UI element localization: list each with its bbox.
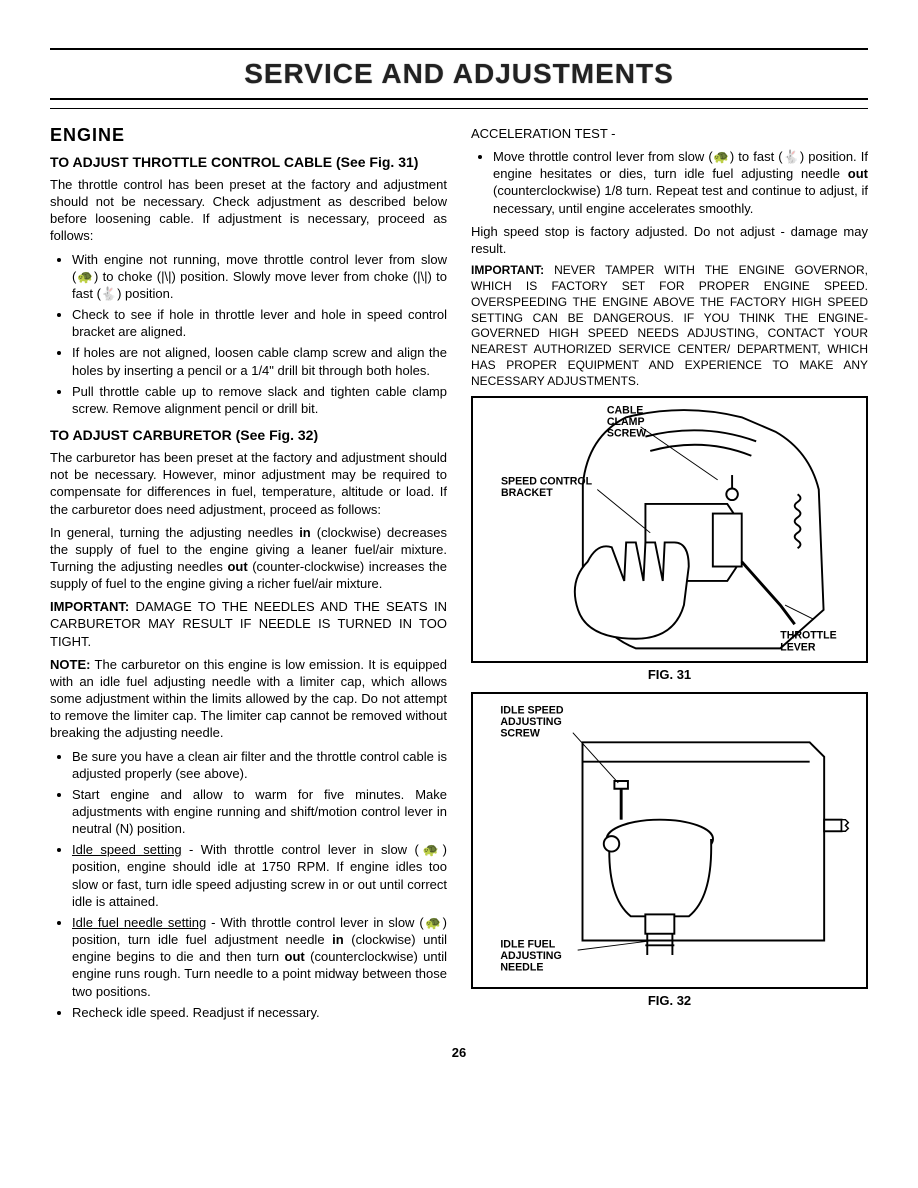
fig31-label-clamp: CLAMP	[607, 416, 645, 428]
txt-under: Idle fuel needle setting	[72, 915, 206, 930]
figure-32-svg: IDLE SPEED ADJUSTING SCREW IDLE FUEL ADJ…	[473, 694, 866, 984]
carb-step-4: Idle fuel needle setting - With throttle…	[72, 914, 447, 1000]
txt-bold: in	[299, 525, 311, 540]
fig32-label-idle2: ADJUSTING	[500, 716, 561, 728]
figure-31-svg: CABLE CLAMP SCREW SPEED CONTROL BRACKET …	[473, 398, 866, 658]
list-carb: Be sure you have a clean air filter and …	[50, 748, 447, 1021]
txt: NEVER TAMPER WITH THE ENGINE GOVERNOR, W…	[471, 263, 868, 388]
label-important: IMPORTANT:	[50, 599, 129, 614]
fig32-label-idle3: SCREW	[500, 727, 541, 739]
rule-mid-2	[50, 108, 868, 109]
figure-31: CABLE CLAMP SCREW SPEED CONTROL BRACKET …	[471, 396, 868, 663]
fig32-label-fuel2: ADJUSTING	[500, 950, 561, 962]
fig31-label-throttle1: THROTTLE	[780, 629, 836, 641]
heading-engine: ENGINE	[50, 125, 447, 146]
heading-accel: ACCELERATION TEST -	[471, 125, 868, 142]
para-carb-2: In general, turning the adjusting needle…	[50, 524, 447, 593]
list-throttle: With engine not running, move throttle c…	[50, 251, 447, 417]
carb-step-3: Idle speed setting - With throttle contr…	[72, 841, 447, 910]
txt: The carburetor on this engine is low emi…	[50, 657, 447, 741]
para-carb-1: The carburetor has been preset at the fa…	[50, 449, 447, 518]
txt: (counterclockwise) 1/8 turn. Repeat test…	[493, 183, 868, 215]
fig31-label-throttle2: LEVER	[780, 641, 816, 653]
txt-bold: out	[227, 559, 247, 574]
heading-carburetor: TO ADJUST CARBURETOR (See Fig. 32)	[50, 427, 447, 443]
para-highspeed: High speed stop is factory adjusted. Do …	[471, 223, 868, 257]
para-throttle-intro: The throttle control has been preset at …	[50, 176, 447, 245]
label-important: IMPORTANT:	[471, 263, 544, 277]
carb-step-1: Be sure you have a clean air filter and …	[72, 748, 447, 782]
column-right: ACCELERATION TEST - Move throttle contro…	[471, 121, 868, 1027]
throttle-step-3: If holes are not aligned, loosen cable c…	[72, 344, 447, 378]
rule-mid-1	[50, 98, 868, 100]
columns: ENGINE TO ADJUST THROTTLE CONTROL CABLE …	[50, 121, 868, 1027]
fig31-label-cable: CABLE	[607, 404, 643, 416]
throttle-step-2: Check to see if hole in throttle lever a…	[72, 306, 447, 340]
para-governor: IMPORTANT: NEVER TAMPER WITH THE ENGINE …	[471, 263, 868, 390]
para-note: NOTE: The carburetor on this engine is l…	[50, 656, 447, 742]
heading-throttle: TO ADJUST THROTTLE CONTROL CABLE (See Fi…	[50, 154, 447, 170]
txt-bold: out	[285, 949, 305, 964]
fig31-label-speed: SPEED CONTROL	[501, 475, 593, 487]
fig32-label-fuel1: IDLE FUEL	[500, 938, 555, 950]
carb-step-2: Start engine and allow to warm for five …	[72, 786, 447, 837]
rule-top	[50, 48, 868, 50]
fig32-label-fuel3: NEEDLE	[500, 961, 543, 973]
figure-31-caption: FIG. 31	[471, 667, 868, 682]
throttle-step-1: With engine not running, move throttle c…	[72, 251, 447, 302]
throttle-step-4: Pull throttle cable up to remove slack a…	[72, 383, 447, 417]
accel-step-1: Move throttle control lever from slow (🐢…	[493, 148, 868, 217]
column-left: ENGINE TO ADJUST THROTTLE CONTROL CABLE …	[50, 121, 447, 1027]
page-title: SERVICE AND ADJUSTMENTS	[50, 58, 868, 90]
para-important: IMPORTANT: DAMAGE TO THE NEEDLES AND THE…	[50, 598, 447, 649]
page-number: 26	[50, 1045, 868, 1060]
fig32-label-idle1: IDLE SPEED	[500, 704, 564, 716]
txt-under: Idle speed setting	[72, 842, 182, 857]
figure-32: IDLE SPEED ADJUSTING SCREW IDLE FUEL ADJ…	[471, 692, 868, 989]
label-note: NOTE:	[50, 657, 90, 672]
txt: Move throttle control lever from slow (🐢…	[493, 149, 868, 181]
txt-bold: in	[332, 932, 344, 947]
fig31-label-screw: SCREW	[607, 427, 646, 439]
txt: In general, turning the adjusting needle…	[50, 525, 299, 540]
list-accel: Move throttle control lever from slow (🐢…	[471, 148, 868, 217]
txt-bold: out	[848, 166, 868, 181]
carb-step-5: Recheck idle speed. Readjust if necessar…	[72, 1004, 447, 1021]
figure-32-caption: FIG. 32	[471, 993, 868, 1008]
fig31-label-bracket: BRACKET	[501, 487, 553, 499]
